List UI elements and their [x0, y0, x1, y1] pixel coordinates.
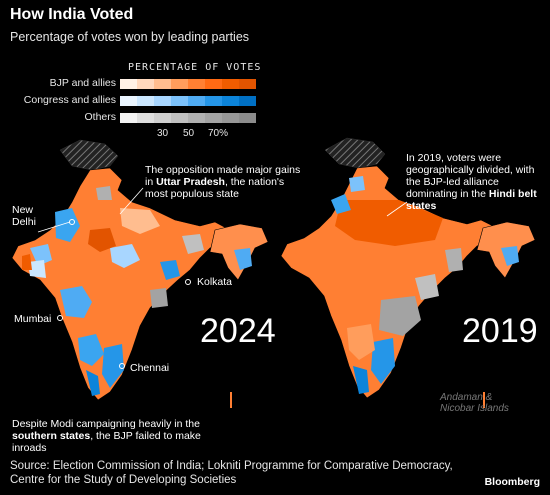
source-note: Source: Election Commission of India; Lo…	[10, 460, 453, 486]
annotation-up-text-end: , the nation's most populous state	[145, 176, 285, 200]
region-gujarat-lightblue	[28, 260, 46, 278]
region-east-grey	[182, 234, 204, 254]
legend-swatch	[137, 96, 154, 106]
map-2024-year: 2024	[200, 312, 276, 350]
legend-swatch	[205, 96, 222, 106]
legend-swatch	[137, 113, 154, 123]
map-2019	[280, 137, 536, 408]
legend-swatch	[137, 79, 154, 89]
city-label-new-delhi: New Delhi	[12, 204, 36, 228]
region-northeast-blue	[234, 248, 252, 270]
legend-swatch	[120, 96, 137, 106]
region-west-blue	[30, 244, 52, 266]
region-up-lightorange	[120, 208, 160, 234]
region-west-blue	[331, 194, 351, 214]
map-2024	[11, 139, 269, 408]
legend-swatch	[188, 79, 205, 89]
map-2019-year: 2019	[462, 312, 538, 350]
legend-tick-50: 50	[183, 128, 195, 139]
annotation-south-text-end: , the BJP failed to make inroads	[12, 430, 201, 454]
region-karnataka-blue	[78, 334, 104, 366]
region-central-blue	[110, 244, 140, 268]
region-disputed-north	[324, 137, 386, 169]
chart-subtitle: Percentage of votes won by leading parti…	[10, 30, 250, 44]
region-kerala-blue	[353, 366, 369, 394]
legend-swatches-congress	[120, 96, 256, 106]
hindi-belt-leader-line	[386, 201, 408, 217]
mumbai-dot	[57, 315, 63, 321]
legend-swatches-bjp	[120, 79, 256, 89]
annotation-uttar-pradesh: The opposition made major gains in Uttar…	[145, 164, 305, 200]
region-karnataka-orange	[347, 324, 375, 360]
legend-label-congress: Congress and allies	[23, 94, 116, 106]
legend-swatch	[120, 79, 137, 89]
legend-label-bjp: BJP and allies	[49, 77, 116, 89]
legend-swatch	[154, 96, 171, 106]
new-delhi-leader-line	[37, 221, 71, 233]
region-odisha-grey	[150, 288, 168, 308]
annotation-up-bold: Uttar Pradesh	[156, 176, 225, 188]
legend-swatches-others	[120, 113, 256, 123]
annotation-hindi-text: In 2019, voters were geographically divi…	[406, 152, 535, 200]
region-rajasthan-blue	[55, 208, 80, 242]
brand-logo: Bloomberg	[484, 476, 540, 488]
legend-tick-30: 30	[157, 128, 169, 139]
legend-label-others: Others	[84, 111, 116, 123]
region-east-blue	[160, 260, 180, 280]
legend-swatch	[171, 96, 188, 106]
city-label-mumbai: Mumbai	[14, 313, 52, 325]
annotation-up-text: The opposition made major gains in	[145, 164, 301, 188]
annotation-hindi-bold: Hindi belt states	[406, 188, 537, 212]
legend-swatch	[239, 79, 256, 89]
legend-swatch	[171, 113, 188, 123]
legend-swatch	[222, 79, 239, 89]
legend-swatch	[120, 113, 137, 123]
region-northeast-blue	[501, 246, 519, 266]
legend-header: PERCENTAGE OF VOTES	[128, 62, 262, 73]
legend-swatch	[154, 113, 171, 123]
city-label-kolkata: Kolkata	[197, 276, 233, 288]
legend-swatch	[222, 113, 239, 123]
legend-swatch	[188, 96, 205, 106]
region-kerala-blue	[86, 370, 100, 396]
region-andhra-grey	[379, 296, 421, 336]
legend-swatch	[205, 113, 222, 123]
legend-swatch	[188, 113, 205, 123]
region-bengal-grey	[445, 248, 463, 272]
region-gujarat-darkorange	[22, 254, 32, 270]
legend-tick-70: 70%	[208, 128, 229, 139]
annotation-south-text: Despite Modi campaigning heavily in the	[12, 418, 200, 430]
region-tamilnadu-blue	[102, 344, 124, 388]
new-delhi-dot	[69, 219, 75, 225]
legend-swatch	[154, 79, 171, 89]
legend-swatch	[171, 79, 188, 89]
region-disputed-north	[59, 139, 119, 171]
region-odisha-grey	[415, 274, 439, 300]
chart-title: How India Voted	[10, 6, 134, 23]
up-leader-line	[119, 187, 144, 215]
legend-swatch	[205, 79, 222, 89]
city-label-chennai: Chennai	[130, 362, 170, 374]
annotation-southern-states: Despite Modi campaigning heavily in the …	[12, 418, 202, 454]
region-north-grey	[96, 186, 112, 200]
region-andaman-islands	[483, 392, 485, 408]
legend-swatch	[222, 96, 239, 106]
region-andaman-islands	[230, 392, 232, 408]
annotation-andaman-nicobar: Andaman & Nicobar Islands	[440, 392, 509, 414]
region-maharashtra-blue	[60, 286, 92, 318]
legend-swatch	[239, 96, 256, 106]
kolkata-dot	[185, 279, 191, 285]
legend-swatch	[239, 113, 256, 123]
region-punjab-blue	[349, 176, 365, 192]
annotation-hindi-belt: In 2019, voters were geographically divi…	[406, 152, 538, 212]
annotation-south-bold: southern states	[12, 430, 91, 442]
chennai-dot	[119, 363, 125, 369]
region-tamilnadu-blue	[371, 338, 395, 384]
region-mp-darkorange	[88, 228, 116, 252]
region-hindi-belt	[335, 200, 443, 246]
